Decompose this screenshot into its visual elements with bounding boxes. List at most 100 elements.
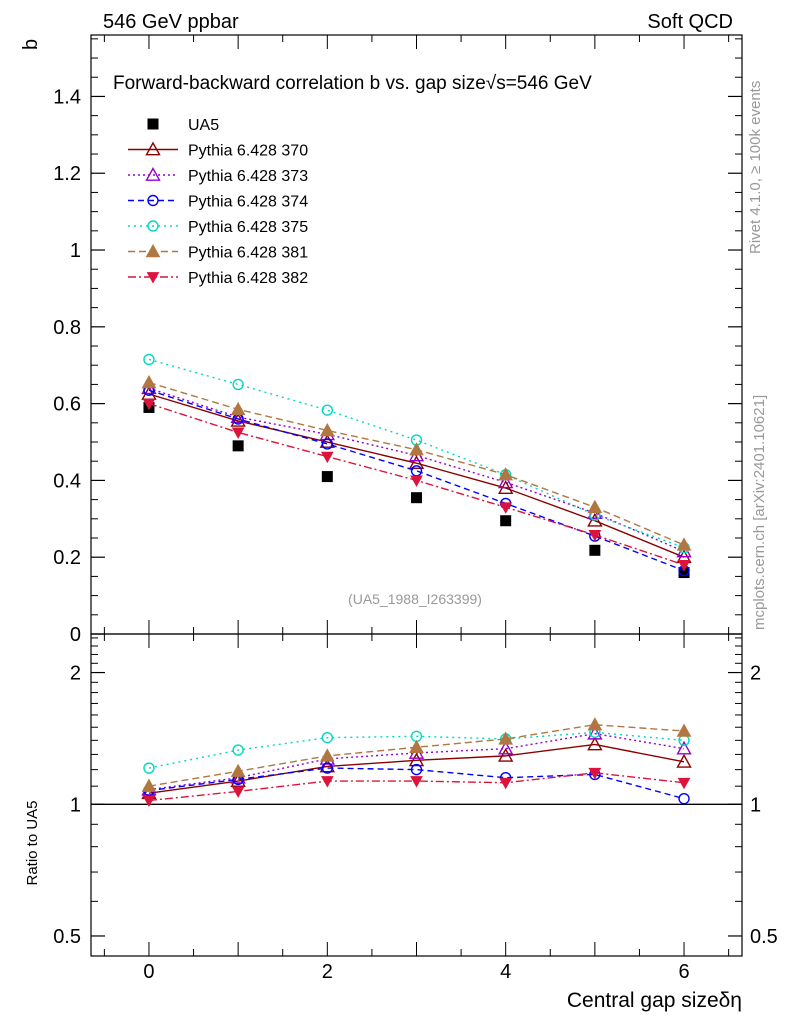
ratio-pythia-6-428-370-line (148, 743, 685, 794)
ratio-pythia-6-428-370-point (587, 736, 603, 751)
ratio-pythia-6-428-381-point (409, 739, 424, 753)
series-layer (141, 353, 692, 808)
main-y-tick-label: 1 (70, 240, 81, 262)
main-pythia-6-428-382-point (142, 398, 156, 411)
main-pythia-6-428-382-point (588, 530, 602, 542)
rivet-version-label: Rivet 4.1.0, ≥ 100k events (747, 81, 764, 254)
legend-pythia-6-428-382-label: Pythia 6.428 382 (188, 270, 308, 287)
main-plot-title: Forward-backward correlation b vs. gap s… (113, 73, 592, 94)
legend-pythia-6-428-370-label: Pythia 6.428 370 (188, 143, 308, 160)
header-left-label: 546 GeV ppbar (103, 11, 239, 33)
main-pythia-6-428-370-point (319, 434, 336, 448)
ratio-pythia-6-428-381-point (230, 763, 246, 777)
ratio-pythia-6-428-382-point (142, 795, 156, 808)
main-pythia-6-428-382-point (499, 502, 513, 514)
x-tick-label: 6 (678, 961, 689, 983)
main-pythia-6-428-382-point (410, 475, 423, 487)
ratio-pythia-6-428-370-point (497, 747, 514, 762)
ratio-pythia-6-428-375-point (321, 731, 334, 744)
ratio-pythia-6-428-370-point (676, 753, 692, 768)
legend-pythia-6-428-373-label: Pythia 6.428 373 (188, 168, 308, 185)
legend: UA5 Pythia 6.428 370 Pythia 6.428 373 Pythi… (128, 117, 308, 287)
ratio-pythia-6-428-373-point (497, 740, 514, 755)
ratio-pythia-6-428-374-point (678, 792, 690, 805)
ratio-pythia-6-428-370-point (230, 773, 246, 787)
ratio-pythia-6-428-373-point (230, 769, 246, 784)
ratio-pythia-6-428-382-point (410, 776, 423, 788)
ratio-pythia-6-428-382-point (320, 776, 334, 788)
ratio-pythia-6-428-382-point (677, 777, 691, 790)
main-pythia-6-428-373-point (497, 474, 514, 489)
x-axis-label: Central gap sizeδη (567, 989, 742, 1012)
ratio-y-tick-label-right: 1 (750, 794, 761, 816)
main-pythia-6-428-375-point (232, 378, 244, 391)
ratio-pythia-6-428-374-point (321, 762, 334, 774)
main-y-tick-label: 0 (70, 624, 81, 646)
ratio-pythia-6-428-381-point (587, 717, 603, 731)
main-y-tick-label: 0.2 (53, 547, 81, 569)
main-ua5-point (678, 567, 690, 579)
main-ua5-point (500, 515, 512, 527)
main-pythia-6-428-374-point (321, 438, 334, 450)
main-y-tick-label: 1.4 (53, 86, 81, 108)
x-tick-label: 2 (322, 961, 333, 983)
main-y-axis-label: b (20, 39, 42, 50)
main-pythia-6-428-381-point (230, 401, 246, 416)
legend-ua5-marker (147, 118, 159, 130)
legend-pythia-6-428-375-label: Pythia 6.428 375 (188, 219, 308, 236)
ratio-y-axis-label: Ratio to UA5 (24, 800, 41, 885)
main-ua5-point (589, 544, 601, 556)
legend-ua5-label: UA5 (188, 117, 219, 134)
ratio-pythia-6-428-374-point (410, 763, 423, 776)
main-pythia-6-428-381-point (409, 442, 424, 456)
legend-pythia-6-428-374-marker (147, 194, 159, 207)
ratio-pythia-6-428-382-point (231, 786, 245, 798)
ratio-pythia-6-428-381-point (676, 723, 692, 737)
main-y-tick-label: 0.6 (53, 394, 81, 416)
main-pythia-6-428-373-line (148, 387, 685, 553)
main-pythia-6-428-381-point (587, 499, 603, 513)
ratio-y-tick-label-right: 0.5 (750, 926, 778, 948)
ratio-pythia-6-428-370-point (319, 758, 336, 773)
main-pythia-6-428-370-point (408, 455, 425, 470)
ratio-pythia-6-428-373-line (148, 732, 685, 791)
main-pythia-6-428-381-point (141, 374, 157, 389)
ratio-pythia-6-428-373-point (676, 740, 692, 755)
x-tick-label: 4 (500, 961, 511, 983)
ratio-pythia-6-428-381-point (319, 748, 335, 762)
legend-pythia-6-428-381-marker (145, 243, 161, 258)
main-pythia-6-428-381-point (498, 467, 514, 481)
main-ua5-point (411, 492, 422, 504)
axes-layer: 0 0.2 0.4 0.6 0.8 1 1.2 1.4 0 2 4 6 0.5 0.5 1 1 2 2 (53, 35, 778, 983)
title-energy: √s=546 GeV (486, 73, 592, 94)
main-y-tick-label: 0.4 (53, 470, 81, 492)
main-pythia-6-428-382-point (677, 559, 691, 572)
ratio-pythia-6-428-375-point (232, 744, 244, 756)
ratio-y-tick-label: 1 (70, 794, 81, 816)
main-y-tick-label: 1.2 (53, 163, 81, 185)
main-pythia-6-428-374-point (410, 465, 423, 477)
main-pythia-6-428-381-point (319, 422, 335, 437)
legend-pythia-6-428-374-label: Pythia 6.428 374 (188, 194, 308, 211)
ratio-pythia-6-428-375-line (148, 731, 685, 769)
ratio-pythia-6-428-375-point (143, 762, 155, 774)
ratio-y-tick-label: 0.5 (53, 926, 81, 948)
main-pythia-6-428-370-point (587, 512, 603, 527)
main-y-tick-label: 0.8 (53, 317, 81, 339)
main-pythia-6-428-370-point (230, 412, 246, 427)
main-pythia-6-428-375-point (321, 404, 334, 416)
main-pythia-6-428-373-point (230, 409, 246, 423)
ratio-plot-frame (90, 633, 743, 957)
main-pythia-6-428-382-point (320, 451, 334, 464)
ratio-pythia-6-428-381-point (498, 731, 514, 745)
ratio-pythia-6-428-382-point (588, 767, 602, 780)
ratio-pythia-6-428-381-point (141, 778, 157, 792)
main-ua5-point (232, 440, 244, 452)
legend-pythia-6-428-370-marker (145, 141, 161, 156)
ratio-pythia-6-428-382-point (499, 777, 513, 790)
main-pythia-6-428-382-point (231, 427, 245, 439)
main-ua5-point (321, 471, 333, 483)
legend-pythia-6-428-375-marker (147, 220, 159, 232)
ratio-y-tick-label: 2 (70, 663, 81, 685)
